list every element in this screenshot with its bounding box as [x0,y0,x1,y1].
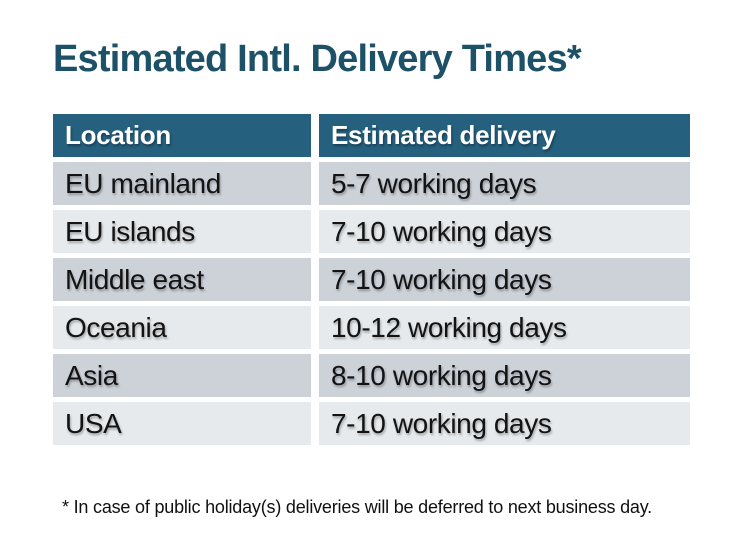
table-row: EU islands 7-10 working days [53,210,690,253]
delivery-cell: 10-12 working days [319,306,690,349]
page-title: Estimated Intl. Delivery Times* [53,38,582,80]
delivery-times-table: Location Estimated delivery EU mainland … [53,114,690,445]
location-cell: USA [53,402,311,445]
table-row: EU mainland 5-7 working days [53,162,690,205]
delivery-cell: 7-10 working days [319,258,690,301]
location-cell: Oceania [53,306,311,349]
footnote: * In case of public holiday(s) deliverie… [62,497,652,517]
table-header-row: Location Estimated delivery [53,114,690,157]
table-row: USA 7-10 working days [53,402,690,445]
location-cell: EU mainland [53,162,311,205]
header-cell-estimated-delivery: Estimated delivery [319,114,690,157]
header-cell-location: Location [53,114,311,157]
delivery-cell: 7-10 working days [319,402,690,445]
location-cell: Asia [53,354,311,397]
location-cell: EU islands [53,210,311,253]
delivery-cell: 7-10 working days [319,210,690,253]
table-row: Asia 8-10 working days [53,354,690,397]
location-cell: Middle east [53,258,311,301]
table-row: Middle east 7-10 working days [53,258,690,301]
delivery-cell: 5-7 working days [319,162,690,205]
delivery-cell: 8-10 working days [319,354,690,397]
table-row: Oceania 10-12 working days [53,306,690,349]
